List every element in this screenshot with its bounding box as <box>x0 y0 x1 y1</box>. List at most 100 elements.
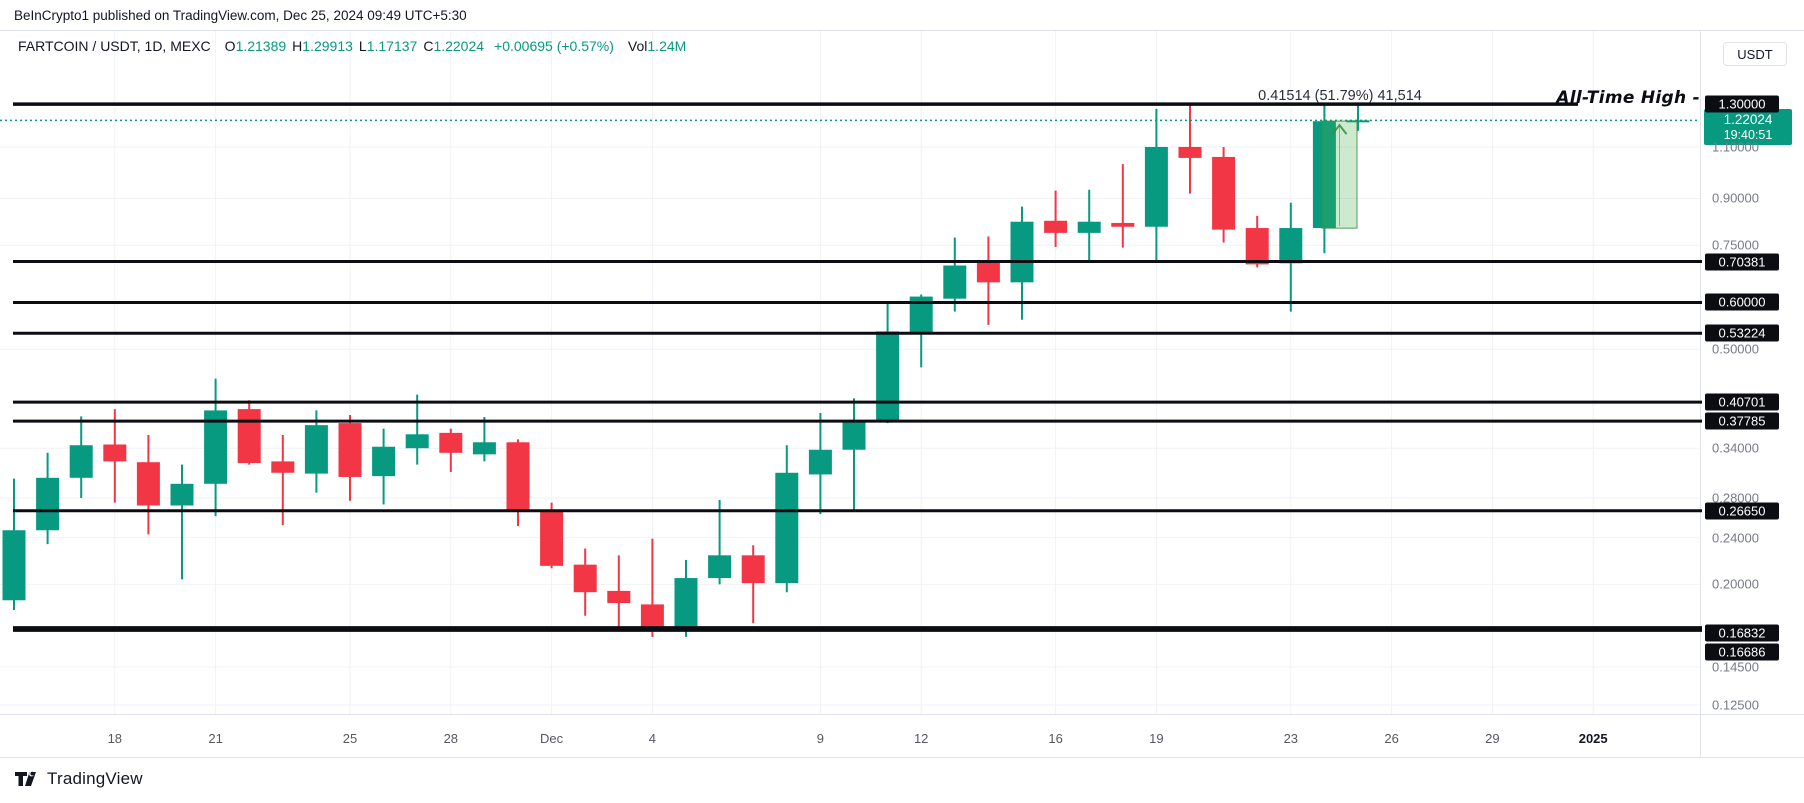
candle-body[interactable] <box>976 262 1000 283</box>
candle[interactable] <box>1346 104 1370 131</box>
candle-body[interactable] <box>842 420 866 450</box>
candle-body[interactable] <box>271 461 295 473</box>
tradingview-logo-text: TradingView <box>47 769 143 788</box>
candle[interactable] <box>372 428 396 505</box>
candle[interactable] <box>304 410 328 493</box>
candle[interactable] <box>69 416 93 499</box>
candle-body[interactable] <box>607 590 631 604</box>
price-tick-label: 0.24000 <box>1712 530 1759 546</box>
candle[interactable] <box>741 545 765 624</box>
current-price-value: 1.22024 <box>1723 112 1773 127</box>
candle[interactable] <box>708 499 732 585</box>
candle-body[interactable] <box>237 409 261 463</box>
tradingview-logo-icon <box>15 771 36 786</box>
candle-body[interactable] <box>2 530 26 601</box>
candle[interactable] <box>943 237 967 312</box>
time-tick-label: 12 <box>913 731 929 746</box>
time-tick-label: 23 <box>1283 731 1299 746</box>
candle-body[interactable] <box>1077 221 1101 233</box>
candle-body[interactable] <box>372 446 396 477</box>
time-tick-label: 28 <box>443 731 459 746</box>
candle[interactable] <box>876 301 900 424</box>
candle[interactable] <box>439 428 463 472</box>
price-tick-label: 0.34000 <box>1712 440 1759 456</box>
candle-body[interactable] <box>204 410 228 484</box>
candle-body[interactable] <box>540 510 564 566</box>
candle-body[interactable] <box>1279 228 1303 264</box>
currency-toggle-button[interactable]: USDT <box>1723 42 1787 66</box>
candle-body[interactable] <box>69 445 93 478</box>
candle[interactable] <box>1245 215 1269 268</box>
candle[interactable] <box>1077 189 1101 263</box>
candle-body[interactable] <box>103 444 127 462</box>
candle[interactable] <box>405 394 429 465</box>
candle-body[interactable] <box>1245 228 1269 265</box>
candle-body[interactable] <box>136 462 160 506</box>
candle[interactable] <box>808 413 832 515</box>
candle[interactable] <box>842 398 866 512</box>
candle[interactable] <box>506 439 530 527</box>
candle-body[interactable] <box>304 425 328 474</box>
time-tick-label: 21 <box>208 731 223 746</box>
candle-body[interactable] <box>808 449 832 475</box>
price-line-axis-label: 0.16686 <box>1705 643 1779 661</box>
candle-body[interactable] <box>1312 121 1336 229</box>
candle[interactable] <box>573 548 597 616</box>
candle[interactable] <box>1111 164 1135 248</box>
candle-body[interactable] <box>573 564 597 593</box>
candle-body[interactable] <box>741 555 765 584</box>
price-tick-label: 0.14500 <box>1712 659 1759 675</box>
candle-body[interactable] <box>338 423 362 477</box>
all-time-high-text-drawing[interactable]: All-Time High - <box>1556 88 1700 108</box>
candle-body[interactable] <box>1111 222 1135 227</box>
candle[interactable] <box>775 445 799 593</box>
candle-body[interactable] <box>1212 156 1236 230</box>
candle-body[interactable] <box>708 555 732 579</box>
time-tick-label: 19 <box>1149 731 1164 746</box>
candle[interactable] <box>103 409 127 503</box>
candle-body[interactable] <box>472 442 496 455</box>
candle[interactable] <box>1178 103 1202 194</box>
candle[interactable] <box>607 555 631 630</box>
candle-body[interactable] <box>674 578 698 628</box>
candle[interactable] <box>1044 190 1068 247</box>
candle-body[interactable] <box>909 296 933 333</box>
candle-body[interactable] <box>876 331 900 422</box>
candle-body[interactable] <box>775 472 799 584</box>
candle[interactable] <box>204 378 228 517</box>
candle[interactable] <box>338 415 362 501</box>
candle[interactable] <box>909 294 933 368</box>
candle-body[interactable] <box>506 442 530 512</box>
time-tick-label: 4 <box>648 731 657 746</box>
candle[interactable] <box>170 464 194 580</box>
symbol-title[interactable]: FARTCOIN / USDT, 1D, MEXC <box>18 38 211 54</box>
candle[interactable] <box>1010 206 1034 320</box>
candle-body[interactable] <box>1178 146 1202 158</box>
candle-body[interactable] <box>1044 220 1068 233</box>
candle-body[interactable] <box>439 432 463 453</box>
candle[interactable] <box>976 236 1000 325</box>
candle-body[interactable] <box>943 265 967 299</box>
candle[interactable] <box>1144 108 1168 261</box>
candle[interactable] <box>674 559 698 637</box>
candle-body[interactable] <box>1144 146 1168 227</box>
tradingview-logo[interactable]: TradingView <box>14 768 143 790</box>
candle[interactable] <box>36 452 60 545</box>
candle-body[interactable] <box>1010 221 1034 283</box>
candle[interactable] <box>1279 202 1303 312</box>
candle-body[interactable] <box>405 434 429 449</box>
price-line-axis-label: 0.37785 <box>1705 412 1779 430</box>
candle[interactable] <box>1212 146 1236 243</box>
candle-body[interactable] <box>36 477 60 531</box>
candle-body[interactable] <box>1346 120 1370 123</box>
candle[interactable] <box>640 538 664 637</box>
candle[interactable] <box>472 417 496 462</box>
candle-body[interactable] <box>170 483 194 506</box>
candle[interactable] <box>237 400 261 465</box>
candle[interactable] <box>540 502 564 569</box>
candle[interactable] <box>2 478 26 611</box>
candle-body[interactable] <box>640 604 664 628</box>
candle[interactable] <box>136 435 160 535</box>
